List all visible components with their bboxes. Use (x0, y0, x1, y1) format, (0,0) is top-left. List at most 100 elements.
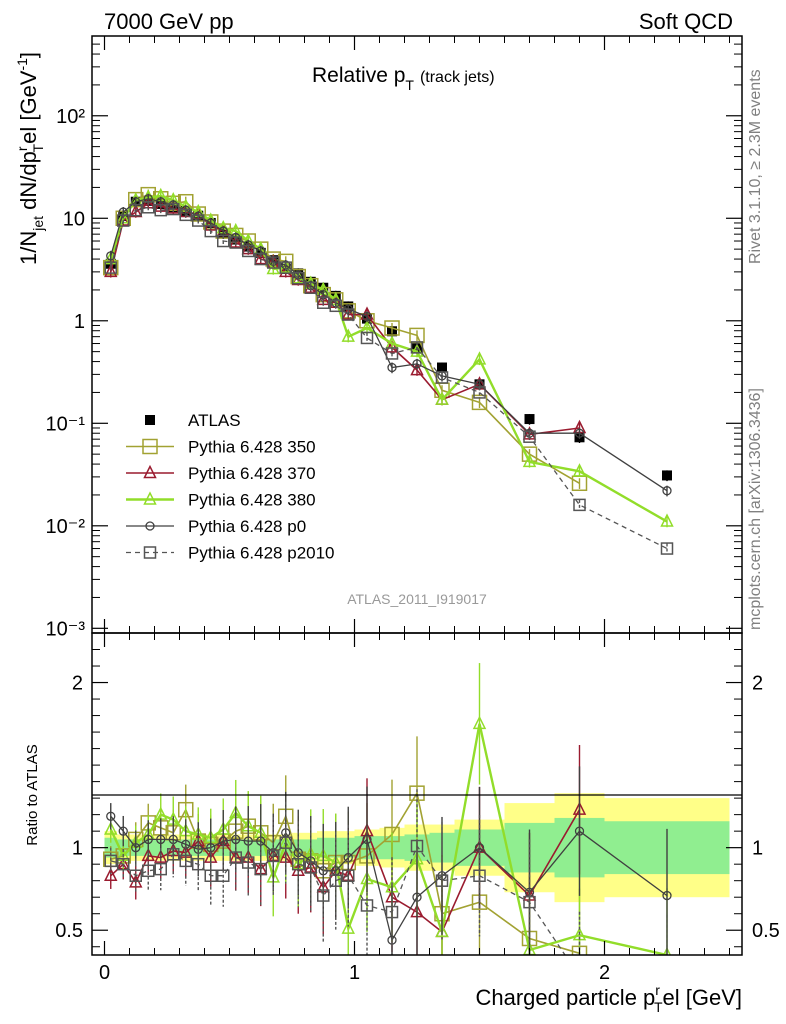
ratio-point (154, 849, 168, 863)
data-point (181, 205, 191, 215)
y-tick-label: 1 (74, 311, 85, 333)
ratio-panel-data (103, 663, 672, 955)
ratio-axis-label: Ratio to ATLAS (24, 744, 41, 845)
ratio-point (360, 899, 374, 912)
ratio-point (131, 843, 141, 853)
legend-label: Pythia 6.428 p2010 (188, 544, 335, 563)
data-point (142, 201, 155, 214)
ratio-tick-label-left: 1 (72, 838, 83, 860)
ratio-series-group (103, 663, 672, 955)
ratio-point (473, 869, 486, 882)
data-point (662, 470, 672, 481)
legend-entry: Pythia 6.428 p2010 (126, 544, 335, 563)
data-point (522, 453, 537, 468)
data-point (385, 347, 399, 360)
ratio-point (129, 869, 142, 882)
data-point (192, 214, 205, 227)
main-panel-data (103, 186, 674, 555)
data-point (129, 203, 143, 218)
ratio-tick-label-right: 2 (752, 673, 763, 695)
legend-entry: ATLAS (145, 411, 241, 430)
ratio-point (662, 890, 672, 901)
legend-entry: Pythia 6.428 p0 (126, 517, 306, 536)
data-point (410, 341, 424, 354)
data-point (254, 250, 268, 265)
ratio-point (156, 834, 166, 845)
ratio-point (179, 854, 192, 868)
data-point (104, 261, 117, 274)
legend-label: Pythia 6.428 370 (188, 464, 316, 483)
data-point (572, 463, 587, 477)
data-point (242, 244, 255, 258)
ratio-point (435, 923, 449, 938)
data-point (106, 251, 116, 261)
x-tick-label: 2 (599, 962, 610, 984)
legend-entry: Pythia 6.428 350 (126, 438, 316, 457)
y-tick-label: 10² (56, 106, 85, 128)
data-point (660, 542, 674, 555)
data-point (329, 299, 342, 313)
ratio-point (362, 834, 372, 845)
ratio-point (385, 905, 399, 919)
ratio-point (192, 857, 205, 871)
ratio-point (206, 843, 216, 853)
data-point (304, 279, 318, 294)
legend: ATLAS Pythia 6.428 350 Pythia 6.428 370 Pyt… (126, 411, 335, 563)
ratio-point (267, 849, 280, 863)
ratio-line (110, 841, 566, 955)
ratio-tick-label-left: 0.5 (55, 920, 83, 942)
analysis-id-label: ATLAS_2011_I919017 (347, 591, 487, 607)
x-axis-label: Charged particle pr Tel [GeV] (476, 982, 743, 1015)
data-point (472, 351, 487, 365)
collision-label: 7000 GeV pp (104, 9, 234, 34)
ratio-point (341, 920, 355, 934)
ratio-point (141, 847, 155, 862)
data-point (524, 414, 535, 425)
legend-marker (143, 546, 157, 559)
data-point (473, 386, 486, 399)
data-point (362, 311, 372, 322)
data-point (410, 343, 424, 357)
data-point (573, 498, 586, 512)
legend-label: ATLAS (188, 411, 241, 430)
series-1 (103, 186, 588, 492)
ratio-point (317, 889, 330, 902)
y-tick-label: 10⁻³ (46, 618, 86, 640)
data-point (412, 359, 422, 369)
ratio-point (304, 861, 317, 874)
data-point (229, 236, 242, 249)
ratio-point (523, 895, 536, 909)
series-2 (104, 195, 587, 441)
ratio-tick-label-right: 0.5 (752, 920, 780, 942)
ratio-point (217, 869, 230, 882)
series-line (110, 193, 580, 484)
ratio-point (104, 821, 118, 835)
ratio-point (142, 864, 155, 878)
data-point (662, 486, 672, 496)
legend-marker (142, 438, 158, 455)
x-tick-label: 1 (349, 962, 360, 984)
legend-marker (143, 491, 157, 505)
data-point (435, 371, 449, 384)
ratio-panel-frame (91, 632, 743, 956)
legend-label: Pythia 6.428 380 (188, 491, 316, 510)
data-point (204, 224, 217, 238)
y-tick-label: 10⁻¹ (46, 413, 86, 435)
data-point (117, 214, 130, 227)
legend-entry: Pythia 6.428 380 (126, 491, 316, 510)
data-point (660, 513, 674, 527)
data-point (317, 296, 330, 309)
series-5 (104, 201, 674, 555)
ratio-point (117, 857, 130, 871)
data-point (267, 256, 280, 269)
ratio-point (242, 856, 255, 869)
ratio-point (118, 826, 128, 836)
ratio-point (472, 715, 487, 730)
data-point (523, 430, 536, 443)
ratio-point (104, 854, 117, 868)
data-point (104, 263, 118, 278)
data-point (342, 308, 355, 321)
data-point (254, 252, 267, 266)
data-point (292, 271, 305, 285)
